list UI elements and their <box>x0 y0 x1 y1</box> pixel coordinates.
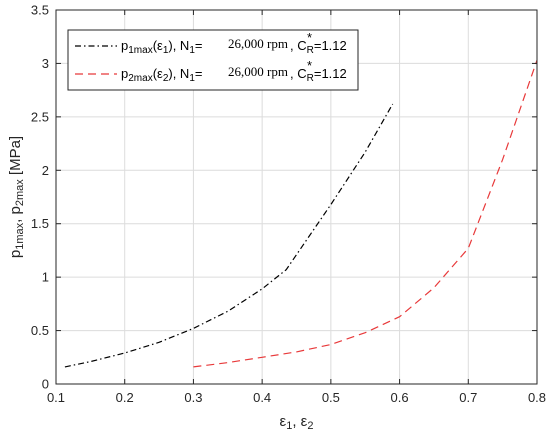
y-axis-label: p1max, p2max [MPa] <box>7 136 26 258</box>
legend: p1max(ε1), N1= 26,000 rpm , CR=1.12 * p2… <box>67 29 359 91</box>
x-axis-label-base: ε <box>280 413 287 430</box>
legend-2-argsub: 2 <box>163 73 169 84</box>
legend-2-eq: = <box>195 66 203 81</box>
legend-label-series-2-coefficient: , CR=1.12 <box>290 66 347 84</box>
x-tick-label: 0.6 <box>391 390 409 405</box>
legend-label-series-1-function: p1max(ε1), N1= <box>121 38 202 56</box>
x-tick-label: 0.8 <box>528 390 546 405</box>
legend-2-arg: (ε <box>153 66 163 81</box>
y-axis-label-sub2: 2max <box>14 179 26 206</box>
y-tick-label: 3 <box>42 56 49 71</box>
y-tick-label: 0 <box>42 377 49 392</box>
axis-ticks <box>55 9 538 385</box>
legend-2-csup: * <box>307 58 312 73</box>
y-tick-label: 0.5 <box>31 323 49 338</box>
legend-2-cval: =1.12 <box>314 66 347 81</box>
legend-2-close: ), N <box>168 66 189 81</box>
legend-1-eq: = <box>195 38 203 53</box>
legend-2-csub: R <box>307 73 314 84</box>
x-tick-label: 0.4 <box>253 390 271 405</box>
y-tick-label: 2.5 <box>31 109 49 124</box>
legend-2-nsub: 1 <box>189 73 195 84</box>
legend-label-series-1-speed: 26,000 rpm <box>228 36 288 51</box>
y-tick-label: 2 <box>42 163 49 178</box>
legend-1-nsub: 1 <box>189 45 195 56</box>
x-tick-label: 0.2 <box>116 390 134 405</box>
y-tick-label: 1 <box>42 270 49 285</box>
legend-1-p: p <box>121 38 128 53</box>
tick-labels: 0.1 0.2 0.3 0.4 0.5 0.6 0.7 0.8 0 0.5 1 1.5 2 2.5 3 3.5 <box>31 3 546 406</box>
legend-1-c: , C <box>290 38 307 53</box>
legend-2-sub: 2max <box>128 73 152 84</box>
y-axis-label-unit: [MPa] <box>7 136 24 179</box>
legend-label-series-1-coefficient: , CR=1.12 <box>290 38 347 56</box>
legend-1-csup: * <box>307 30 312 45</box>
legend-1-sub: 1max <box>128 45 152 56</box>
legend-1-cval: =1.12 <box>314 38 347 53</box>
plot-frame <box>55 9 538 385</box>
y-axis-label-sep: , p <box>7 206 24 223</box>
legend-2-c: , C <box>290 66 307 81</box>
legend-box <box>67 29 359 91</box>
y-tick-label: 1.5 <box>31 216 49 231</box>
x-axis-label-sub2: 2 <box>307 420 313 432</box>
legend-1-argsub: 1 <box>163 45 169 56</box>
series-line-1 <box>64 103 394 368</box>
x-axis-label: ε1, ε2 <box>280 413 314 432</box>
legend-1-csub: R <box>307 45 314 56</box>
y-axis-label-sub1: 1max <box>14 222 26 249</box>
x-tick-label: 0.3 <box>184 390 202 405</box>
y-axis-label-p1: p <box>7 250 24 258</box>
series-line-2 <box>193 60 538 368</box>
x-tick-label: 0.5 <box>322 390 340 405</box>
legend-1-close: ), N <box>168 38 189 53</box>
series-group <box>64 60 538 368</box>
x-tick-label: 0.7 <box>459 390 477 405</box>
y-tick-label: 3.5 <box>31 3 49 18</box>
legend-label-series-2-function: p2max(ε2), N1= <box>121 66 202 84</box>
legend-label-series-2-speed: 26,000 rpm <box>228 64 288 79</box>
legend-2-p: p <box>121 66 128 81</box>
x-axis-label-sub1: 1 <box>286 420 292 432</box>
x-tick-label: 0.1 <box>47 390 65 405</box>
legend-1-arg: (ε <box>153 38 163 53</box>
x-axis-label-sep: , ε <box>292 413 307 430</box>
